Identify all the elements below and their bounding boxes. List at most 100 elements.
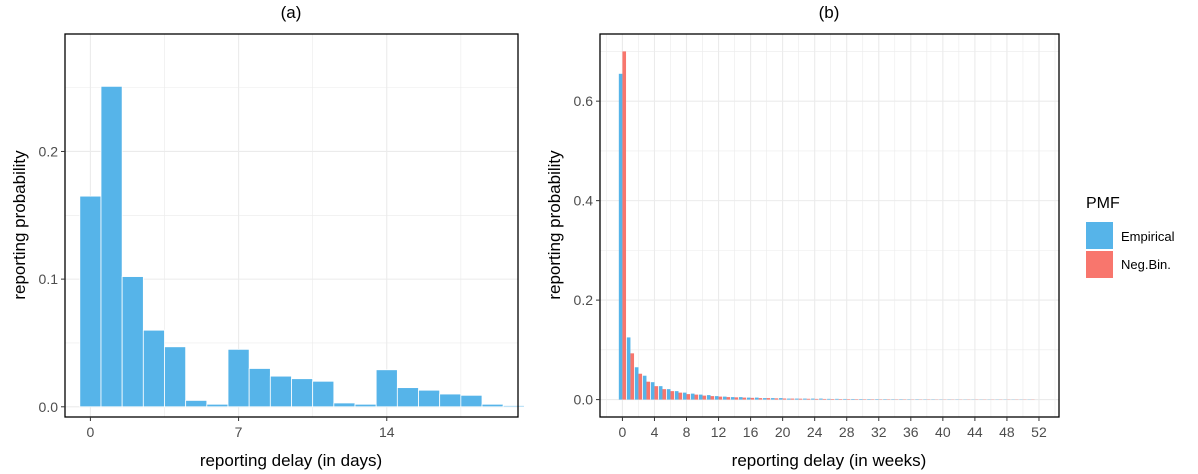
panel-b-border bbox=[599, 33, 1060, 418]
bar-neg-bin-6 bbox=[670, 391, 675, 400]
bar-empirical-8 bbox=[248, 368, 271, 408]
x-tick-label: 12 bbox=[711, 424, 727, 440]
bar-empirical-2 bbox=[634, 367, 639, 400]
bar-empirical-23 bbox=[803, 398, 807, 400]
bar-empirical-13 bbox=[722, 396, 727, 400]
bar-empirical-28 bbox=[843, 398, 847, 400]
bar-empirical-13 bbox=[354, 403, 377, 408]
bar-neg-bin-7 bbox=[678, 392, 683, 400]
bar-empirical-2 bbox=[121, 276, 144, 408]
legend: PMF Empirical Neg.Bin. bbox=[1086, 195, 1175, 278]
bar-empirical-0 bbox=[618, 73, 623, 400]
bar-empirical-1 bbox=[100, 85, 123, 408]
x-tick-label: 16 bbox=[743, 424, 759, 440]
bar-empirical-14 bbox=[375, 369, 398, 408]
bar-neg-bin-14 bbox=[734, 397, 739, 400]
bar-empirical-25 bbox=[819, 398, 823, 400]
bar-empirical-0 bbox=[79, 195, 102, 408]
bar-empirical-3 bbox=[642, 375, 647, 400]
legend-key-empirical bbox=[1086, 222, 1113, 249]
bar-neg-bin-23 bbox=[806, 398, 811, 400]
x-tick-label: 32 bbox=[871, 424, 887, 440]
bar-empirical-17 bbox=[439, 393, 462, 408]
y-tick-label: 0.2 bbox=[574, 292, 594, 308]
bar-neg-bin-26 bbox=[830, 398, 835, 400]
bar-empirical-21 bbox=[787, 398, 791, 400]
bar-neg-bin-19 bbox=[774, 398, 779, 400]
bar-empirical-8 bbox=[682, 392, 687, 400]
bar-empirical-16 bbox=[746, 397, 751, 400]
bar-empirical-26 bbox=[827, 398, 831, 400]
panel-b-title: (b) bbox=[819, 3, 840, 22]
panel-b-plot-area bbox=[600, 34, 1059, 417]
bar-neg-bin-21 bbox=[790, 398, 795, 400]
bar-neg-bin-25 bbox=[822, 398, 827, 400]
panel-a-y-axis-label: reporting probability bbox=[10, 150, 29, 300]
x-tick-label: 36 bbox=[903, 424, 919, 440]
y-tick-label: 0.0 bbox=[39, 399, 59, 415]
panel-a-ticks: 0.0 0.1 0.2 0 7 14 bbox=[39, 143, 395, 440]
panel-a: (a) 0.0 0.1 0.2 0 7 14 reporting delay (in da… bbox=[10, 3, 525, 470]
bar-neg-bin-1 bbox=[630, 353, 635, 400]
bar-empirical-5 bbox=[185, 400, 208, 408]
y-tick-label: 0.1 bbox=[39, 271, 59, 287]
bar-empirical-15 bbox=[738, 397, 743, 400]
bar-neg-bin-17 bbox=[758, 398, 763, 400]
bar-empirical-10 bbox=[698, 394, 703, 400]
bar-neg-bin-13 bbox=[726, 397, 731, 400]
bar-empirical-6 bbox=[666, 389, 671, 400]
x-tick-label: 8 bbox=[683, 424, 691, 440]
panel-a-title: (a) bbox=[281, 3, 302, 22]
x-tick-label: 0 bbox=[87, 424, 95, 440]
x-tick-label: 7 bbox=[235, 424, 243, 440]
bar-neg-bin-10 bbox=[702, 395, 707, 400]
bar-neg-bin-22 bbox=[798, 398, 803, 400]
x-tick-label: 44 bbox=[967, 424, 983, 440]
bar-neg-bin-11 bbox=[710, 396, 715, 400]
legend-label-negbin: Neg.Bin. bbox=[1121, 257, 1171, 272]
bar-neg-bin-2 bbox=[638, 373, 643, 400]
bar-empirical-4 bbox=[164, 346, 187, 408]
x-tick-label: 52 bbox=[1031, 424, 1047, 440]
x-tick-label: 28 bbox=[839, 424, 855, 440]
bar-neg-bin-16 bbox=[750, 397, 755, 400]
bar-empirical-3 bbox=[142, 329, 165, 408]
bar-empirical-5 bbox=[658, 386, 663, 400]
bar-empirical-17 bbox=[755, 397, 759, 400]
bar-empirical-7 bbox=[674, 391, 679, 400]
bar-neg-bin-3 bbox=[646, 381, 651, 400]
legend-label-empirical: Empirical bbox=[1121, 229, 1175, 244]
bar-neg-bin-12 bbox=[718, 396, 723, 400]
panel-a-x-axis-label: reporting delay (in days) bbox=[200, 451, 382, 470]
x-tick-label: 40 bbox=[935, 424, 951, 440]
bar-empirical-4 bbox=[650, 382, 655, 400]
x-tick-label: 20 bbox=[775, 424, 791, 440]
bar-empirical-22 bbox=[795, 398, 799, 400]
bar-empirical-27 bbox=[835, 398, 839, 400]
bar-neg-bin-24 bbox=[814, 398, 819, 400]
bar-neg-bin-9 bbox=[694, 394, 699, 400]
panel-b-y-axis-label: reporting probability bbox=[545, 150, 564, 300]
panel-b-x-axis-label: reporting delay (in weeks) bbox=[732, 451, 927, 470]
bar-neg-bin-20 bbox=[782, 398, 787, 400]
x-tick-label: 0 bbox=[619, 424, 627, 440]
panel-a-bars bbox=[79, 85, 525, 408]
bar-empirical-1 bbox=[626, 337, 631, 400]
bar-empirical-11 bbox=[706, 395, 711, 400]
bar-neg-bin-18 bbox=[766, 398, 771, 400]
bar-empirical-12 bbox=[333, 402, 356, 408]
bar-empirical-11 bbox=[312, 380, 335, 408]
panel-b: (b) 0.00.20.40.60 4 8 12 16 20 24 28 32 36 40 44 48 5… bbox=[545, 3, 1060, 470]
y-tick-label: 0.4 bbox=[574, 193, 594, 209]
panel-b-ticks: 0.00.20.40.60 4 8 12 16 20 24 28 32 36 40 44 48 52 bbox=[574, 93, 1047, 440]
bar-neg-bin-8 bbox=[686, 394, 691, 400]
y-tick-label: 0.6 bbox=[574, 93, 594, 109]
y-tick-label: 0.2 bbox=[39, 143, 59, 159]
bar-empirical-20 bbox=[502, 405, 525, 408]
panel-b-bars bbox=[618, 51, 1035, 400]
bar-empirical-7 bbox=[227, 348, 250, 408]
bar-empirical-14 bbox=[730, 397, 735, 400]
legend-key-negbin bbox=[1086, 251, 1113, 278]
bar-empirical-16 bbox=[418, 389, 441, 408]
